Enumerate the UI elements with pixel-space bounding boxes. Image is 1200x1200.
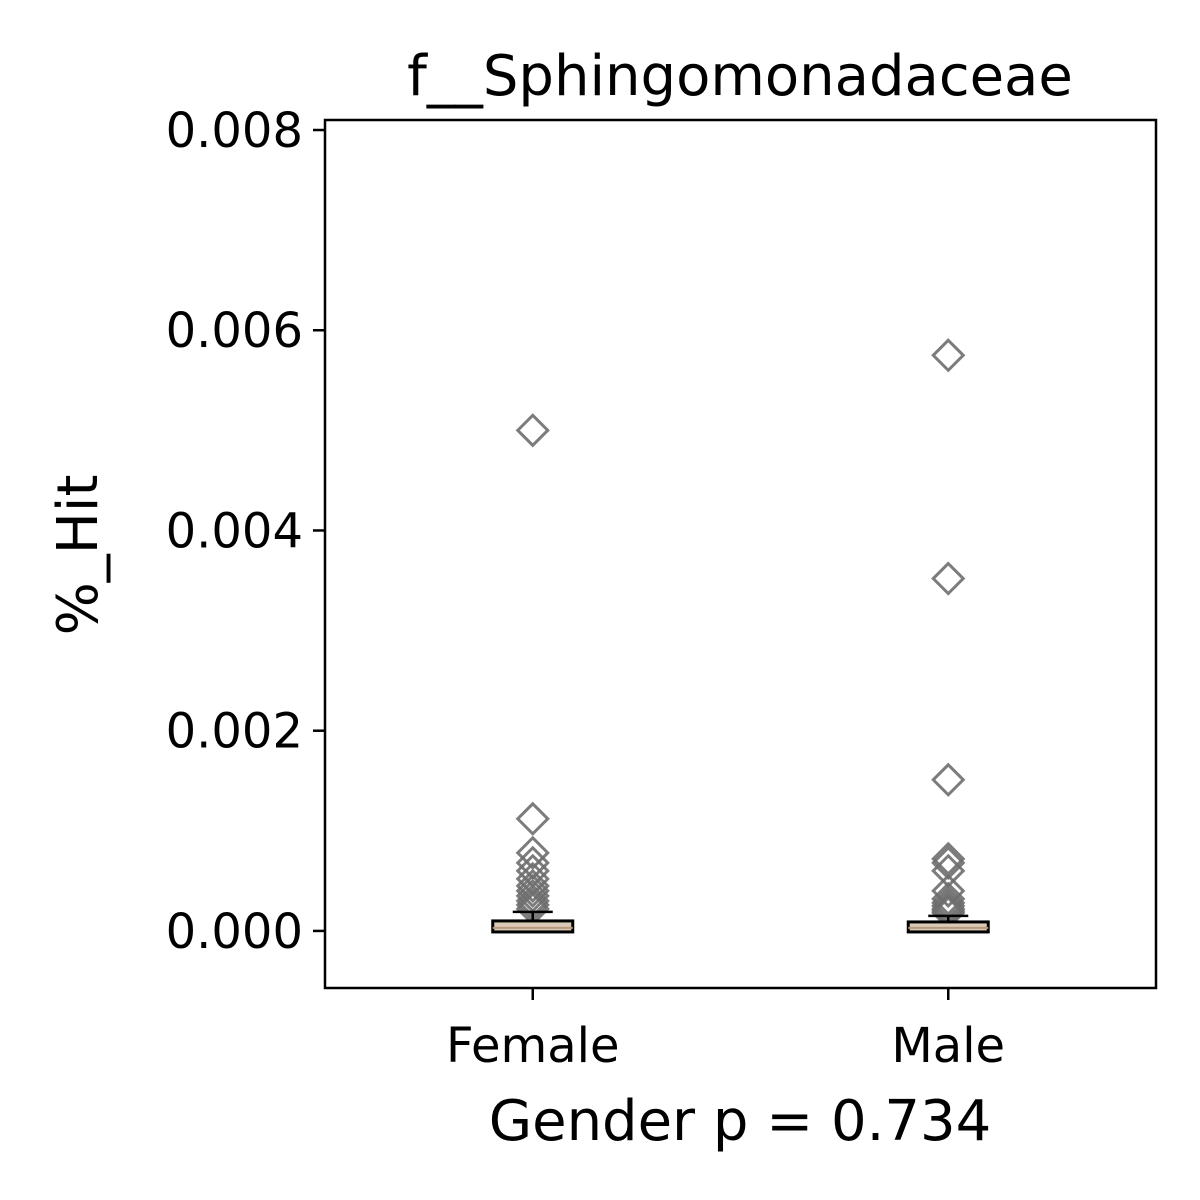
- y-axis-label: %_Hit: [46, 475, 111, 636]
- y-tick-label: 0.000: [166, 904, 303, 960]
- outlier-point: [515, 835, 550, 870]
- outlier-point: [515, 868, 550, 904]
- y-tick-label: 0.008: [166, 103, 303, 159]
- plot-frame: [323, 118, 1158, 990]
- y-tick-label: 0.004: [166, 503, 303, 559]
- outlier-point: [931, 762, 966, 797]
- x-axis: Female Male: [446, 988, 1005, 1074]
- x-tick-label: Male: [891, 1018, 1005, 1074]
- y-axis: 0.000 0.002 0.004 0.006 0.008: [166, 103, 325, 960]
- y-tick-label: 0.002: [166, 704, 303, 760]
- outlier-point: [931, 873, 966, 909]
- outlier-point: [931, 561, 966, 596]
- outlier-point: [931, 338, 966, 373]
- outlier-point: [515, 413, 550, 448]
- box-body: [491, 919, 575, 934]
- box-body: [906, 920, 990, 934]
- chart-title: f__Sphingomonadaceae: [407, 44, 1073, 109]
- outlier-point: [515, 873, 550, 909]
- x-tick-label: Female: [446, 1018, 620, 1074]
- plot-marks: [491, 338, 990, 934]
- outlier-point: [515, 801, 550, 836]
- y-tick-label: 0.006: [166, 303, 303, 359]
- x-axis-label: Gender p = 0.734: [489, 1089, 992, 1154]
- outlier-point: [931, 881, 966, 917]
